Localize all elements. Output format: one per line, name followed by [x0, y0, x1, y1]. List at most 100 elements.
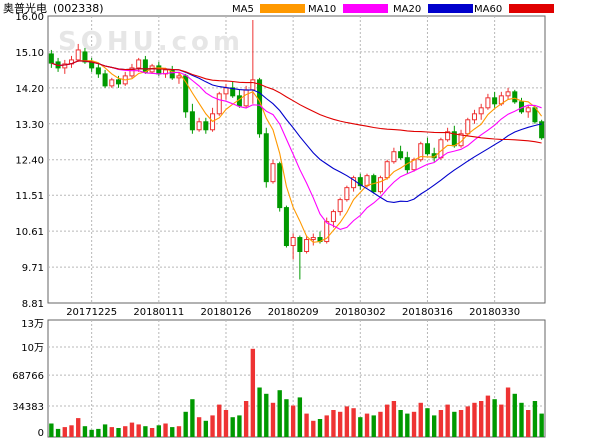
candle — [512, 89, 518, 104]
candle — [263, 127, 269, 188]
candle-body — [391, 151, 397, 163]
volume-bar — [479, 401, 484, 437]
candle-body — [310, 237, 316, 241]
volume-bar — [129, 422, 135, 437]
volume-bar — [176, 426, 182, 437]
candle — [277, 161, 283, 212]
legend-item-ma60: MA60 — [474, 4, 554, 15]
volume-bar — [49, 423, 54, 437]
candle — [189, 103, 195, 134]
volume-bar-series — [49, 348, 544, 437]
candle-body — [398, 151, 404, 159]
candle — [243, 85, 249, 108]
candle — [48, 49, 54, 68]
volume-panel-border — [47, 319, 546, 438]
legend-item-ma20: MA20 — [393, 4, 473, 15]
volume-bar — [384, 404, 390, 437]
candle — [216, 91, 222, 116]
volume-bar — [223, 410, 229, 437]
candle — [102, 69, 108, 88]
volume-bar — [62, 427, 67, 437]
volume-bar — [499, 404, 504, 437]
date-tick-label: 20180209 — [268, 307, 319, 318]
volume-bar — [297, 397, 303, 437]
date-axis-labels: 20171225 20180111 20180126 20180209 20180302… — [66, 307, 520, 318]
candle — [384, 159, 390, 180]
candle-body — [156, 65, 162, 75]
volume-bar — [196, 417, 202, 437]
volume-bar — [170, 427, 175, 437]
candle-body — [62, 63, 68, 69]
candle-body — [142, 59, 148, 73]
candle — [351, 175, 357, 192]
candle — [478, 103, 484, 120]
legend-label: MA5 — [232, 4, 254, 15]
candle — [539, 119, 545, 140]
legend-label: MA20 — [393, 4, 421, 15]
volume-bar — [364, 413, 370, 437]
candle-body — [512, 91, 518, 103]
candle-body — [243, 89, 249, 107]
candle — [122, 71, 128, 86]
volume-bar — [156, 425, 162, 437]
volume-bar — [378, 411, 383, 437]
candle-body — [48, 53, 54, 64]
candle-body — [351, 177, 357, 189]
candle-body — [478, 107, 484, 115]
volume-bar — [418, 402, 423, 437]
date-tick-label: 20180302 — [335, 307, 386, 318]
price-tick-label: 9.71 — [22, 263, 44, 274]
candle-body — [95, 67, 101, 75]
volume-bar — [217, 404, 222, 437]
candle — [357, 173, 363, 190]
candle-body — [465, 119, 471, 135]
volume-bar — [317, 419, 323, 437]
candle-body — [492, 97, 498, 105]
volume-tick-label: 34383 — [12, 402, 44, 413]
candle-body — [102, 73, 108, 87]
volume-axis-labels: 13万 10万 68766 34383 0 — [12, 319, 44, 439]
candle-body — [283, 207, 289, 247]
volume-bar — [102, 424, 108, 437]
candle-body — [324, 221, 330, 243]
candle-body — [357, 177, 363, 187]
candle — [176, 71, 182, 84]
candle-body — [116, 79, 122, 85]
sohu-watermark: SOHU.com — [58, 27, 244, 57]
volume-bar — [526, 410, 531, 437]
volume-tick-label: 13万 — [21, 319, 44, 330]
candle-body — [109, 79, 115, 87]
candle — [398, 145, 404, 160]
volume-bar — [237, 415, 242, 437]
volume-bar — [264, 393, 269, 437]
moving-average-lines — [51, 60, 543, 243]
ma-legend: MA5 MA10 MA20 MA60 — [232, 4, 554, 15]
volume-bar — [405, 413, 410, 437]
candle — [458, 129, 464, 148]
stock-name: 奥普光电 — [3, 1, 47, 15]
volume-bar — [76, 418, 81, 437]
candle-body — [176, 75, 182, 79]
candle — [223, 83, 229, 100]
volume-bar — [96, 428, 101, 437]
candle — [62, 59, 68, 74]
volume-bar — [277, 390, 282, 437]
volume-tick-label: 68766 — [12, 371, 44, 382]
candle — [471, 109, 477, 124]
candle — [310, 233, 316, 246]
candle — [324, 217, 330, 244]
candle-body — [216, 93, 222, 115]
volume-bar — [371, 415, 376, 437]
volume-bar — [358, 417, 363, 437]
candle-body — [344, 187, 350, 201]
candle-body — [196, 121, 202, 131]
volume-bar — [203, 420, 209, 437]
candle-body — [424, 143, 430, 155]
candle — [418, 141, 424, 162]
volume-bar — [109, 427, 114, 437]
price-tick-label: 14.20 — [15, 84, 44, 95]
candle — [391, 147, 397, 164]
candle-body — [330, 211, 336, 223]
volume-bar — [230, 417, 235, 437]
candle-body — [525, 107, 531, 113]
